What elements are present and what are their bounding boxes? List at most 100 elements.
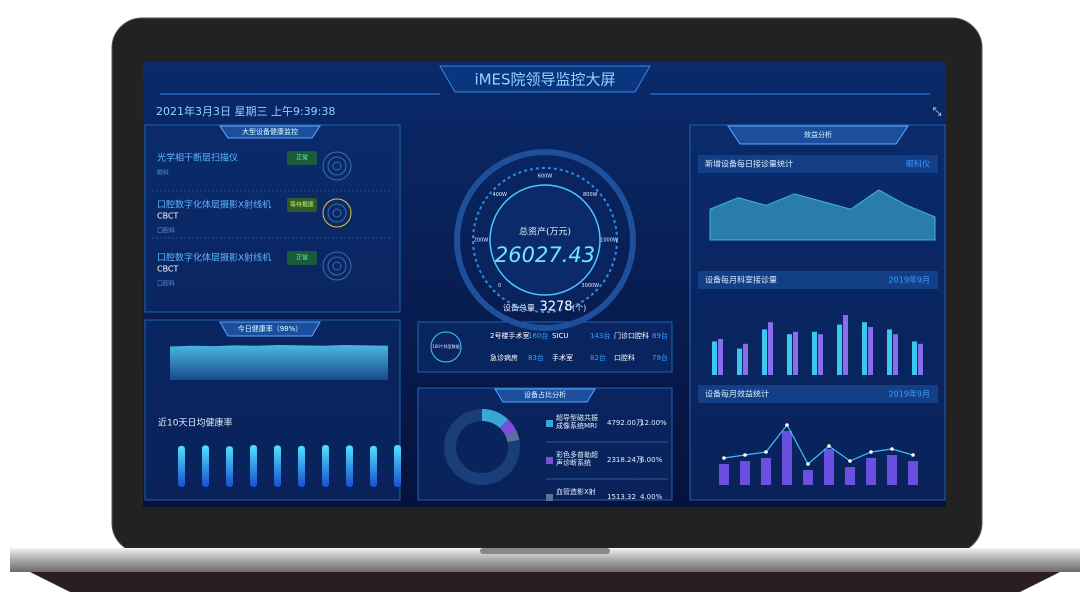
donut-segment [499,419,517,437]
health-bar [322,445,329,487]
health-bar [298,445,305,487]
monthly-bar [893,334,898,375]
panel-title: 大型设备健康监控 [242,127,298,136]
device-status: 正常 [296,154,308,162]
asset-label: 总资产(万元) [519,226,571,238]
legend-name: 超导型磁共振成像系统MRI [556,414,598,430]
panel [144,124,401,313]
benefit-bar [740,461,750,485]
dept-count: 143台 [590,331,610,340]
legend-amount: 4792.00万 [607,419,643,427]
panel [689,124,946,501]
dept-name: 2号楼手术室 [490,331,529,340]
benefit-point [869,450,873,454]
dept-name: 手术室 [552,353,573,362]
device-status: 等待报废 [290,201,314,209]
device-name: 光学相干断层扫描仪 [157,152,238,164]
monthly-bar [818,334,823,375]
donut-segment [481,409,509,429]
legend-name-box: 血管造影X射 [556,488,596,496]
chart-header [698,271,938,289]
gauge-tick-label: 3000W [581,283,599,289]
radar-icon [327,156,347,176]
count-value: 3278 [539,300,572,315]
monthly-bar [843,315,848,375]
benefit-bar [803,470,813,485]
benefit-point [890,447,894,451]
health-bar [178,445,185,487]
benefit-bar [866,458,876,485]
monthly-bar [787,334,792,375]
health-bar [250,445,257,487]
legend-name-box: 彩色多普勒超声诊断系统 [556,451,598,467]
panel-tab [494,388,596,403]
health-bar [226,446,233,487]
panel [417,387,673,501]
laptop-foot [30,572,1060,592]
dept-count: 89台 [652,331,668,340]
monthly-bar [918,343,923,375]
count-label: 设备总量 [503,303,535,313]
radar-icon [332,208,342,218]
status-badge [287,251,317,265]
panel-title: 效益分析 [804,130,832,139]
panel-tab [219,125,321,139]
chart-header [698,385,938,403]
radar-icon [322,151,352,181]
fullscreen-icon[interactable]: ⤡ [933,105,942,118]
monthly-bar [868,327,873,375]
monthly-bar [737,348,742,375]
benefit-point [722,456,726,460]
chart-tag: 眼科仪 [906,159,930,169]
radar-icon [322,251,352,281]
health-bar [346,445,353,487]
legend-name: 血管造影X射 [556,488,596,496]
legend-swatch [546,420,553,427]
dept-badge: 100个科室数据 [432,343,460,349]
legend-percent: 6.00% [640,456,663,464]
chart-title: 设备每月效益统计 [705,389,769,399]
health-bar [394,445,401,487]
benefit-point [911,453,915,457]
panel-tab [727,125,909,145]
donut-segment [505,430,520,443]
health-bar [370,445,377,487]
monthly-bar [862,322,867,375]
gauge-tick-label: 1000W [600,238,618,244]
device-dept: 口腔科 [157,227,175,235]
badge-ring [430,331,462,363]
benefit-point [848,459,852,463]
legend-amount: 2318.24万 [607,456,643,464]
monthly-bar [887,329,892,375]
dept-count: 160台 [528,331,548,340]
benefit-bar [887,455,897,485]
benefit-bar [761,458,771,485]
dept-name: 门诊口腔科 [614,331,649,340]
asset-value: 26027.43 [495,243,595,267]
daily-area [709,189,936,241]
chart-tag: 2019年9月 [889,275,930,285]
status-badge [287,198,317,212]
legend-name: 彩色多普勒超声诊断系统 [556,451,598,467]
device-dept: 眼科 [157,169,169,177]
radar-icon [327,203,347,223]
monthly-bar [837,324,842,375]
monthly-bar [768,322,773,375]
laptop-notch [480,548,610,554]
legend-percent: 4.00% [640,493,663,501]
gauge-tick-label: 0 [498,283,501,289]
gauge-tick-label: 400W [492,192,507,198]
device-status: 正常 [296,254,308,262]
device-name: 口腔数字化体层摄影X射线机 [157,252,271,264]
chart-title: 新增设备每日接诊量统计 [705,159,793,169]
monthly-bar [793,331,798,375]
dept-name: 急诊病房 [490,353,518,362]
chart-tag: 2019年9月 [889,389,930,399]
device-dept: 口腔科 [157,280,175,288]
gauge-ring [454,149,636,331]
dept-count: 79台 [652,353,668,362]
device-model: CBCT [157,212,179,221]
legend-swatch [546,494,553,501]
